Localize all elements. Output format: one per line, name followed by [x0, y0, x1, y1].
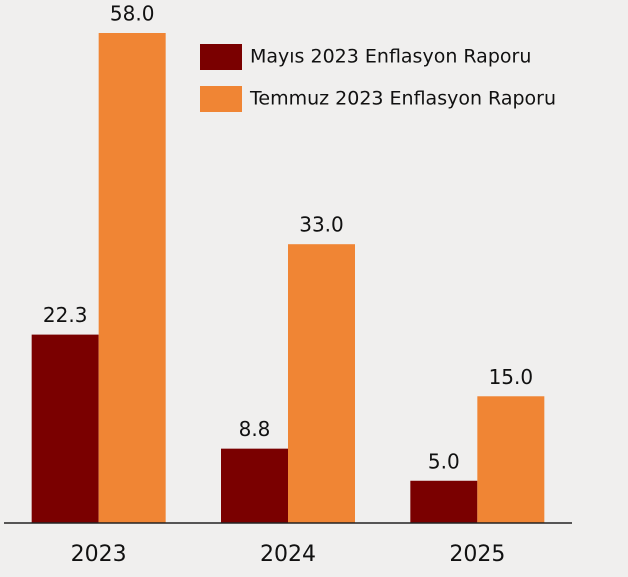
- bar: [98, 33, 166, 523]
- bar: [288, 244, 355, 523]
- data-label: 58.0: [110, 2, 155, 26]
- data-label: 8.8: [239, 417, 271, 441]
- bar: [410, 480, 478, 523]
- x-tick-label: 2025: [449, 542, 505, 567]
- data-label: 33.0: [299, 213, 344, 237]
- data-label: 5.0: [428, 449, 460, 473]
- bar: [221, 448, 288, 523]
- data-label: 15.0: [489, 365, 534, 389]
- x-tick-label: 2023: [71, 542, 127, 567]
- data-label: 22.3: [43, 303, 88, 327]
- bar: [31, 334, 99, 523]
- legend-swatch: [200, 86, 242, 112]
- legend-label: Temmuz 2023 Enflasyon Raporu: [249, 88, 556, 110]
- bar: [477, 396, 545, 523]
- legend-swatch: [200, 44, 242, 70]
- x-tick-label: 2024: [260, 542, 316, 567]
- legend-label: Mayıs 2023 Enflasyon Raporu: [250, 46, 531, 68]
